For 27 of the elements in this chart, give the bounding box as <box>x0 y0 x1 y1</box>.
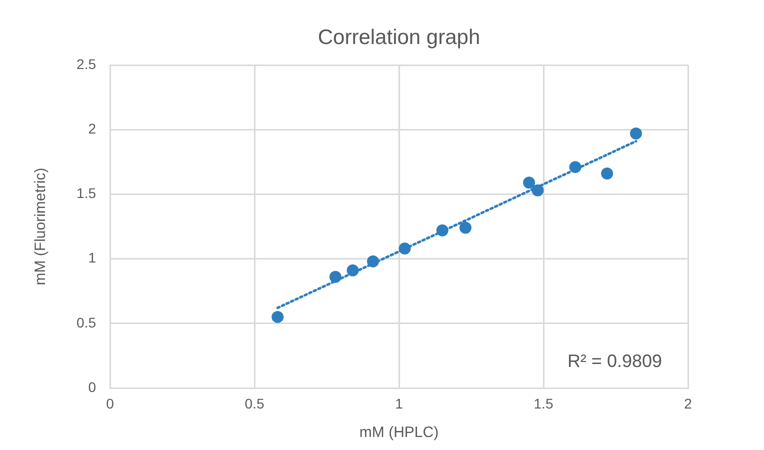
y-tick-label: 2 <box>88 120 96 136</box>
point <box>523 176 536 189</box>
y-tick-label: 0 <box>88 378 96 395</box>
x-tick-label: 1.5 <box>534 395 554 412</box>
x-tick-label: 2 <box>684 395 692 412</box>
x-tick-label: 0.5 <box>244 395 264 412</box>
point <box>630 127 642 140</box>
y-axis-title: mM (Fluorimetric) <box>32 168 50 286</box>
point <box>569 161 582 174</box>
point <box>601 168 614 180</box>
y-tick-label: 0.5 <box>76 314 96 330</box>
y-tick-label: 1 <box>88 250 96 266</box>
point <box>459 222 472 234</box>
x-tick-label: 0 <box>106 395 114 412</box>
y-tick-label: 2.5 <box>76 56 96 72</box>
annotation: R² = 0.9809 <box>567 350 662 371</box>
x-tick-label: 1 <box>395 395 404 412</box>
point <box>532 184 544 196</box>
point <box>329 270 342 283</box>
point <box>436 224 448 236</box>
y-tick-label: 1.5 <box>76 185 96 202</box>
point <box>398 242 411 254</box>
point <box>346 264 359 276</box>
chart-title: Correlation graph <box>318 26 480 49</box>
point <box>272 310 284 323</box>
x-axis-title: mM (HPLC) <box>359 424 439 442</box>
point <box>366 255 379 268</box>
